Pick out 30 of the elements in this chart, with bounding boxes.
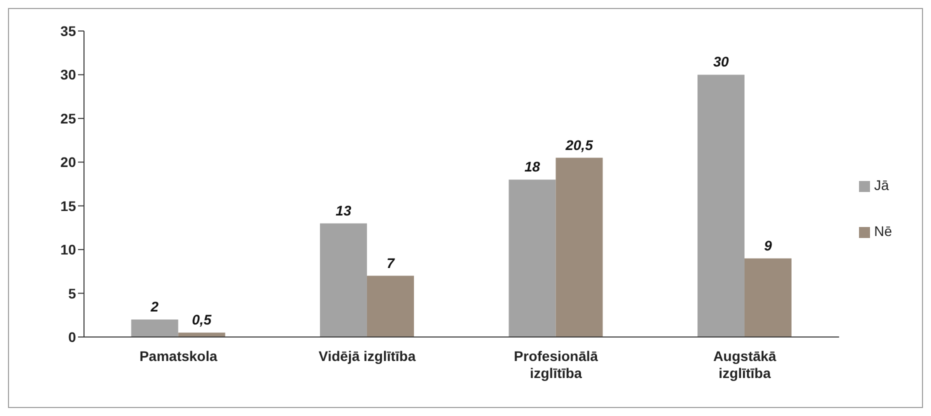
data-label: 18 [524,158,540,175]
y-tick-label: 0 [68,328,76,345]
bar [131,320,178,337]
bar [556,158,603,337]
y-tick-label: 35 [60,22,76,39]
bar [320,223,367,337]
data-label: 7 [386,254,396,271]
y-tick-label: 30 [60,66,76,83]
y-tick-label: 5 [68,285,76,302]
x-tick-label: Profesionālā izglītība [514,348,598,381]
bar [698,74,745,337]
x-tick-label: Vidējā izglītība [318,348,416,364]
bar [508,180,556,337]
data-label: 20,5 [564,136,594,153]
bar [744,258,792,337]
x-tick-label: Pamatskola [139,348,218,364]
bar [178,332,226,337]
data-label: 30 [713,54,730,70]
data-label: 9 [764,237,772,254]
legend-label: Nē [874,223,892,239]
y-tick-label: 25 [60,110,76,126]
data-label: 0,5 [192,312,212,328]
y-tick-label: 20 [60,154,76,170]
y-tick-label: 10 [60,242,76,258]
legend-label: Jā [874,177,889,193]
data-label: 13 [336,202,352,218]
data-label: 2 [150,298,159,315]
x-tick-label: Augstākā izglītība [713,348,776,381]
y-tick-label: 15 [60,198,76,214]
bar [366,276,414,337]
